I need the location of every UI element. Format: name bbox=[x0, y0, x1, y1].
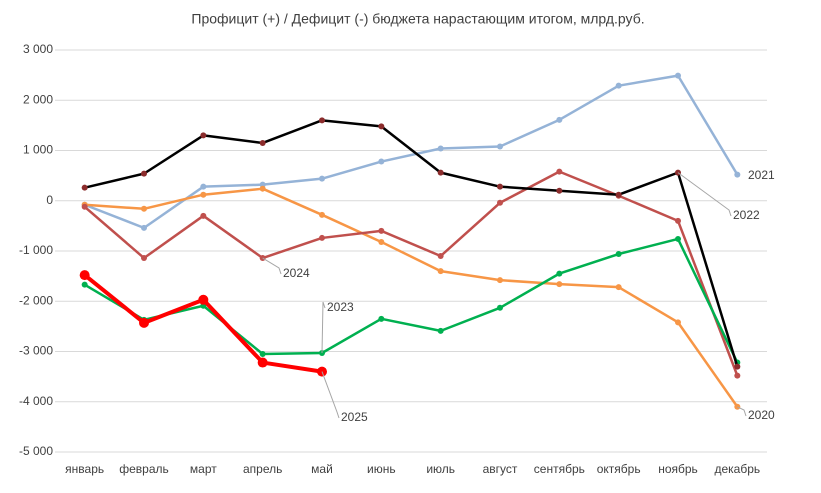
data-point bbox=[378, 123, 385, 130]
data-point bbox=[734, 363, 741, 370]
leader-line bbox=[737, 406, 747, 417]
series-label: 2023 bbox=[327, 300, 354, 314]
x-tick-label: апрель bbox=[243, 462, 282, 476]
series-line bbox=[83, 170, 739, 377]
x-tick-label: август bbox=[483, 462, 518, 476]
leader-line bbox=[321, 371, 340, 419]
leader-line bbox=[321, 301, 326, 354]
y-tick-label: 1 000 bbox=[23, 143, 53, 157]
series-label: 2022 bbox=[733, 208, 760, 222]
x-tick-label: январь bbox=[65, 462, 104, 476]
series-line bbox=[84, 187, 739, 408]
y-tick-label: -1 000 bbox=[19, 243, 53, 257]
x-tick-label: март bbox=[190, 462, 217, 476]
data-point bbox=[615, 251, 622, 258]
data-point bbox=[319, 117, 325, 124]
leader-line bbox=[262, 257, 282, 275]
data-point bbox=[675, 72, 681, 79]
data-point bbox=[319, 175, 325, 182]
data-point bbox=[378, 158, 385, 165]
data-point bbox=[200, 191, 207, 198]
y-tick-label: 0 bbox=[46, 193, 53, 207]
data-point bbox=[615, 191, 622, 198]
y-tick-label: -2 000 bbox=[19, 293, 53, 307]
series-line bbox=[84, 237, 739, 364]
y-tick-label: 2 000 bbox=[23, 92, 53, 106]
data-point bbox=[497, 143, 503, 150]
series-label: 2020 bbox=[748, 408, 775, 422]
data-point bbox=[81, 281, 88, 288]
data-point bbox=[734, 171, 741, 178]
data-point bbox=[319, 234, 325, 241]
data-point bbox=[378, 315, 385, 322]
y-tick-label: -4 000 bbox=[19, 394, 53, 408]
data-point bbox=[141, 255, 147, 262]
series-line bbox=[84, 74, 739, 230]
x-tick-label: ноябрь bbox=[658, 462, 698, 476]
data-point bbox=[615, 284, 622, 291]
y-tick-label: 3 000 bbox=[23, 42, 53, 56]
data-point bbox=[437, 268, 444, 275]
data-point bbox=[437, 253, 444, 260]
data-point bbox=[79, 270, 90, 281]
data-point bbox=[198, 294, 209, 305]
data-point bbox=[497, 277, 503, 284]
data-point bbox=[497, 199, 503, 206]
data-point bbox=[139, 317, 149, 328]
data-point bbox=[259, 351, 266, 358]
data-point bbox=[81, 184, 88, 191]
data-point bbox=[141, 170, 147, 177]
data-point bbox=[319, 211, 325, 218]
data-point bbox=[556, 270, 563, 277]
data-point bbox=[675, 319, 681, 326]
data-point bbox=[378, 227, 385, 234]
x-tick-label: июнь bbox=[367, 462, 396, 476]
data-point bbox=[497, 304, 503, 311]
data-point bbox=[437, 145, 444, 152]
series-label: 2024 bbox=[283, 266, 310, 280]
data-point bbox=[675, 235, 681, 242]
data-point bbox=[81, 203, 88, 210]
data-point bbox=[259, 139, 266, 146]
data-point bbox=[200, 212, 207, 219]
data-point bbox=[556, 281, 563, 288]
series-label: 2021 bbox=[748, 168, 775, 182]
data-point bbox=[497, 183, 503, 190]
data-point bbox=[615, 82, 622, 89]
data-point bbox=[556, 187, 563, 194]
x-tick-label: июль bbox=[426, 462, 455, 476]
data-point bbox=[257, 357, 268, 368]
x-tick-label: октябрь bbox=[597, 462, 641, 476]
data-point bbox=[675, 217, 681, 224]
data-point bbox=[141, 205, 147, 212]
data-point bbox=[378, 238, 385, 245]
data-point bbox=[437, 327, 444, 334]
data-point bbox=[556, 116, 563, 123]
data-point bbox=[141, 224, 147, 231]
series-line bbox=[83, 273, 323, 374]
chart-title: Профицит (+) / Дефицит (-) бюджета нарас… bbox=[191, 11, 644, 27]
data-point bbox=[734, 372, 741, 379]
x-tick-label: май bbox=[311, 462, 333, 476]
y-tick-label: -3 000 bbox=[19, 344, 53, 358]
data-point bbox=[200, 132, 207, 139]
data-point bbox=[556, 168, 563, 175]
data-point bbox=[437, 169, 444, 176]
y-tick-label: -5 000 bbox=[19, 444, 53, 458]
x-tick-label: сентябрь bbox=[534, 462, 585, 476]
data-point bbox=[259, 185, 266, 192]
series-line bbox=[84, 119, 739, 367]
data-point bbox=[200, 183, 207, 190]
series-label: 2025 bbox=[341, 410, 368, 424]
x-tick-label: февраль bbox=[119, 462, 169, 476]
leader-line bbox=[677, 172, 732, 217]
x-tick-label: декабрь bbox=[714, 462, 760, 476]
